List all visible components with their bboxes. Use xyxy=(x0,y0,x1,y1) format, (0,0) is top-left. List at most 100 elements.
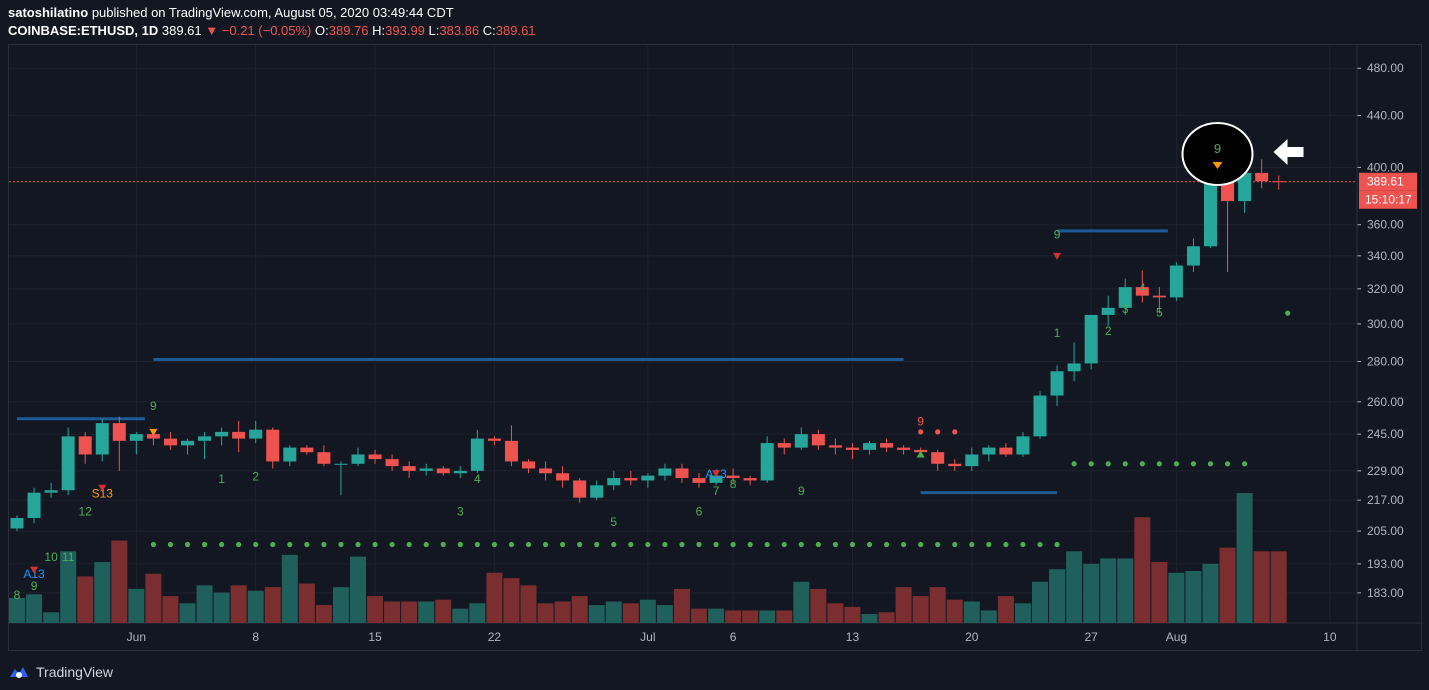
candle-body[interactable] xyxy=(163,438,177,446)
candle-body[interactable] xyxy=(1204,175,1217,247)
volume-bar[interactable] xyxy=(810,588,827,623)
publisher-name[interactable]: satoshilatino xyxy=(8,5,89,20)
volume-bar[interactable] xyxy=(1100,558,1117,623)
volume-bar[interactable] xyxy=(622,603,639,623)
volume-bar[interactable] xyxy=(1253,551,1270,623)
volume-bar[interactable] xyxy=(1236,493,1253,623)
candle-body[interactable] xyxy=(522,461,535,469)
volume-bar[interactable] xyxy=(196,585,213,623)
volume-bar[interactable] xyxy=(895,587,912,623)
candle-body[interactable] xyxy=(10,517,24,529)
volume-bar[interactable] xyxy=(1117,558,1134,623)
candle-body[interactable] xyxy=(78,436,92,455)
candle-body[interactable] xyxy=(1118,287,1132,308)
candle-body[interactable] xyxy=(1186,246,1200,266)
candle-body[interactable] xyxy=(283,447,297,462)
volume-bar[interactable] xyxy=(537,603,554,623)
candle-body[interactable] xyxy=(402,466,416,471)
volume-bar[interactable] xyxy=(111,540,128,623)
volume-bar[interactable] xyxy=(486,572,503,623)
candle-body[interactable] xyxy=(1101,307,1115,315)
candle-body[interactable] xyxy=(351,454,365,464)
volume-bar[interactable] xyxy=(776,610,793,623)
volume-bar[interactable] xyxy=(213,592,230,623)
candle-body[interactable] xyxy=(794,434,808,448)
candle-body[interactable] xyxy=(624,478,638,481)
volume-bar[interactable] xyxy=(963,601,980,623)
volume-bar[interactable] xyxy=(1185,571,1202,623)
volume-bar[interactable] xyxy=(162,596,179,623)
candle-body[interactable] xyxy=(266,429,280,462)
volume-bar[interactable] xyxy=(827,603,844,623)
volume-bar[interactable] xyxy=(656,605,673,623)
volume-bar[interactable] xyxy=(946,599,963,623)
candle-body[interactable] xyxy=(232,431,246,439)
volume-bar[interactable] xyxy=(759,610,776,623)
volume-bar[interactable] xyxy=(247,590,264,623)
footer-brand[interactable]: TradingView xyxy=(8,660,113,684)
volume-bar[interactable] xyxy=(367,596,384,623)
volume-bar[interactable] xyxy=(844,606,861,623)
volume-bar[interactable] xyxy=(997,596,1014,623)
volume-bar[interactable] xyxy=(128,588,145,623)
volume-bar[interactable] xyxy=(298,583,315,623)
candle-body[interactable] xyxy=(1135,287,1149,296)
volume-bar[interactable] xyxy=(281,554,298,623)
candle-body[interactable] xyxy=(726,475,740,479)
candle-body[interactable] xyxy=(129,434,143,441)
volume-bar[interactable] xyxy=(1168,572,1185,623)
candle-body[interactable] xyxy=(1238,172,1252,202)
candle-body[interactable] xyxy=(215,431,229,437)
volume-bar[interactable] xyxy=(384,601,401,623)
volume-bar[interactable] xyxy=(571,596,588,623)
candle-body[interactable] xyxy=(692,478,706,483)
volume-bar[interactable] xyxy=(469,603,486,623)
volume-bar[interactable] xyxy=(1151,562,1168,623)
symbol-name[interactable]: COINBASE:ETHUSD, 1D xyxy=(8,23,159,38)
candle-body[interactable] xyxy=(1169,265,1183,298)
volume-bar[interactable] xyxy=(179,603,196,623)
volume-bar[interactable] xyxy=(77,576,94,623)
volume-bar[interactable] xyxy=(793,581,810,623)
candlestick-chart[interactable]: Jun 8 15 22 Jul 6 13 20 27 Aug 10480.00440.00400.0… xyxy=(9,45,1423,652)
volume-bar[interactable] xyxy=(60,551,77,623)
volume-bar[interactable] xyxy=(605,601,622,623)
candle-body[interactable] xyxy=(607,478,621,486)
candle-body[interactable] xyxy=(641,475,655,481)
candle-body[interactable] xyxy=(27,492,41,518)
candle-body[interactable] xyxy=(504,440,518,462)
volume-bar[interactable] xyxy=(350,556,366,623)
volume-bar[interactable] xyxy=(1049,569,1066,623)
candle-body[interactable] xyxy=(44,490,58,493)
candle-body[interactable] xyxy=(828,445,842,448)
volume-bar[interactable] xyxy=(1066,551,1083,623)
volume-bar[interactable] xyxy=(1032,581,1048,623)
candle-body[interactable] xyxy=(556,473,570,481)
candle-body[interactable] xyxy=(1255,172,1269,182)
candle-body[interactable] xyxy=(709,475,723,483)
candle-body[interactable] xyxy=(863,443,876,450)
candle-body[interactable] xyxy=(811,434,825,446)
candle-body[interactable] xyxy=(1152,295,1166,298)
volume-bar[interactable] xyxy=(929,587,946,623)
candle-body[interactable] xyxy=(146,434,160,439)
volume-bar[interactable] xyxy=(503,578,520,623)
volume-bar[interactable] xyxy=(94,562,111,623)
candle-body[interactable] xyxy=(334,463,348,465)
volume-bar[interactable] xyxy=(1134,517,1151,623)
candle-body[interactable] xyxy=(743,478,757,481)
volume-bar[interactable] xyxy=(742,610,759,623)
candle-body[interactable] xyxy=(112,423,126,441)
candle-body[interactable] xyxy=(760,443,774,481)
candle-body[interactable] xyxy=(897,447,911,450)
candle-body[interactable] xyxy=(880,443,894,448)
candle-body[interactable] xyxy=(385,459,399,467)
candle-body[interactable] xyxy=(931,452,945,464)
volume-bar[interactable] xyxy=(980,610,997,623)
volume-bar[interactable] xyxy=(145,573,162,623)
candle-body[interactable] xyxy=(573,480,587,498)
candle-body[interactable] xyxy=(453,470,467,474)
candle-body[interactable] xyxy=(368,454,382,460)
volume-bar[interactable] xyxy=(9,597,25,623)
candle-body[interactable] xyxy=(487,438,501,441)
